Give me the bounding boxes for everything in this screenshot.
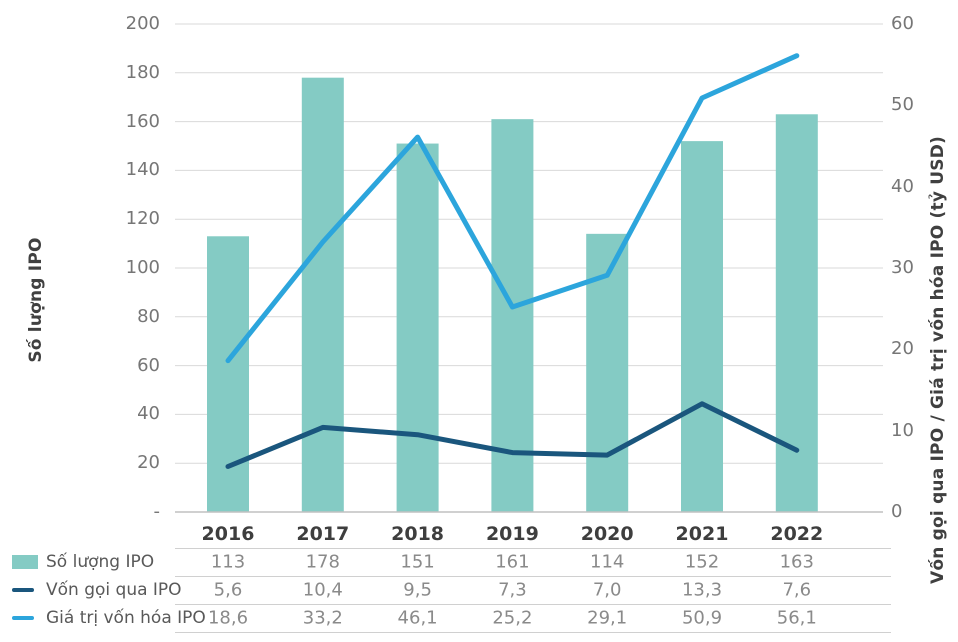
table-separator [175, 576, 891, 577]
left-tick-label: 140 [125, 159, 160, 181]
table-value: 178 [305, 551, 340, 573]
table-value: 56,1 [776, 607, 817, 629]
table-value: 29,1 [587, 607, 628, 629]
left-tick-label: 180 [125, 61, 160, 83]
bar [491, 119, 534, 512]
table-value: 50,9 [681, 607, 723, 629]
bar [396, 143, 439, 512]
plot-area [175, 23, 883, 513]
year-label: 2016 [201, 523, 255, 545]
legend-line-swatch-icon [12, 588, 34, 592]
year-label: 2017 [296, 523, 350, 545]
year-label: 2018 [391, 523, 445, 545]
bar [301, 77, 344, 513]
table-value: 18,6 [207, 607, 249, 629]
table-value: 46,1 [397, 607, 438, 629]
right-tick-label: 60 [891, 13, 914, 34]
legend-label: Vốn gọi qua IPO [46, 580, 182, 600]
right-tick-label: 30 [891, 257, 914, 278]
table-value: 7,6 [782, 579, 812, 601]
table-separator [175, 632, 891, 633]
bar [207, 236, 249, 512]
left-tick-label: 40 [137, 403, 160, 425]
year-label: 2022 [770, 523, 824, 545]
table-value: 33,2 [302, 607, 343, 629]
table-value: 7,0 [592, 579, 622, 601]
legend-label: Giá trị vốn hóa IPO [46, 608, 206, 628]
right-axis-title: Vốn gọi qua IPO / Giá trị vốn hóa IPO (t… [928, 136, 948, 584]
table-value: 5,6 [213, 579, 243, 601]
left-tick-label: 80 [137, 305, 160, 327]
table-value: 152 [684, 551, 720, 573]
right-tick-label: 10 [891, 419, 914, 441]
left-tick-label: 200 [125, 13, 160, 34]
table-separator [175, 548, 891, 549]
year-label: 2020 [580, 523, 634, 545]
year-label: 2021 [675, 523, 729, 545]
legend-bar-swatch-icon [12, 555, 38, 569]
right-tick-label: 0 [891, 501, 903, 522]
table-separator [175, 604, 891, 605]
left-axis-title: Số lượng IPO [26, 237, 46, 363]
table-value: 9,5 [403, 579, 432, 601]
table-value: 10,4 [302, 579, 343, 601]
right-tick-label: 50 [891, 94, 914, 116]
table-value: 7,3 [498, 579, 527, 601]
left-tick-label: 100 [125, 257, 160, 278]
legend-label: Số lượng IPO [46, 552, 155, 572]
line-series [225, 401, 800, 469]
bar [681, 141, 723, 512]
legend-line-swatch-icon [12, 616, 34, 620]
left-tick-label: 120 [125, 208, 160, 230]
left-tick-label: 160 [125, 110, 160, 132]
line-series [225, 53, 800, 364]
left-tick-label: 20 [137, 452, 160, 474]
table-value: 114 [590, 551, 625, 573]
table-value: 13,3 [681, 579, 723, 601]
left-tick-label: - [153, 501, 161, 522]
table-value: 161 [495, 551, 530, 573]
right-tick-label: 40 [891, 175, 914, 197]
table-value: 113 [210, 551, 246, 573]
table-value: 25,2 [492, 607, 533, 629]
left-tick-label: 60 [137, 354, 160, 376]
right-tick-label: 20 [891, 338, 914, 360]
table-value: 151 [400, 551, 435, 573]
year-label: 2019 [485, 523, 539, 545]
table-value: 163 [779, 551, 814, 573]
